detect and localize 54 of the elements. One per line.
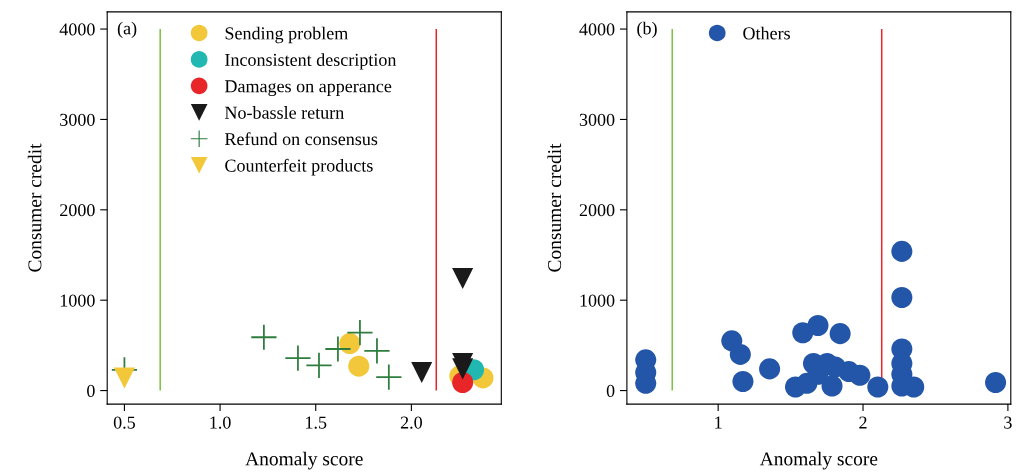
point: [829, 323, 851, 345]
y-tick-label: 1000: [60, 294, 95, 307]
y-tick-label: 0: [606, 384, 615, 398]
y-axis-title: Consumer credit: [27, 143, 42, 272]
point: [732, 371, 754, 393]
x-tick-label: 2.0: [400, 416, 422, 429]
x-axis-title: Anomaly score: [759, 451, 878, 470]
y-tick-label: 0: [87, 384, 95, 398]
legend-label: Counterfeit products: [225, 158, 373, 176]
y-tick-label: 4000: [579, 23, 615, 36]
annotation: (a): [117, 21, 137, 39]
point: [867, 376, 889, 398]
annotation: (b): [637, 21, 657, 39]
point: [376, 364, 402, 390]
x-tick-label: 1: [715, 416, 722, 429]
legend-label: No-bassle return: [224, 106, 344, 119]
point: [364, 338, 390, 364]
point: [759, 358, 781, 380]
legend-label: Sending problem: [225, 26, 349, 44]
x-tick-label: 0.5: [113, 416, 135, 429]
x-tick-label: 3: [1004, 416, 1012, 429]
point: [348, 355, 370, 377]
point: [113, 367, 135, 389]
legend-label: Refund on consensus: [224, 132, 378, 146]
legend-label: Inconsistent description: [225, 53, 397, 70]
point: [985, 371, 1007, 393]
point: [306, 352, 332, 378]
legend-label: Others: [743, 26, 790, 40]
point: [729, 343, 751, 365]
point: [807, 314, 829, 337]
point: [849, 364, 871, 386]
point: [452, 358, 474, 380]
x-axis-title: Anomaly score: [245, 451, 363, 470]
y-tick-label: 2000: [60, 204, 95, 217]
y-axis-title: Consumer credit: [547, 143, 562, 272]
y-tick-label: 1000: [580, 294, 615, 307]
y-tick-label: 4000: [59, 23, 95, 36]
x-tick-label: 1.0: [210, 416, 231, 429]
point: [251, 324, 277, 350]
point: [821, 375, 843, 397]
y-tick-label: 3000: [579, 113, 615, 126]
x-tick-label: 2: [859, 416, 867, 429]
y-tick-label: 3000: [60, 113, 95, 126]
point: [411, 361, 433, 384]
point: [891, 240, 913, 262]
point: [452, 267, 474, 290]
x-tick-label: 1.5: [306, 416, 327, 429]
point: [347, 320, 373, 346]
point: [891, 286, 913, 309]
point: [452, 371, 474, 393]
point: [325, 336, 351, 362]
point: [285, 345, 311, 371]
y-tick-label: 2000: [579, 204, 615, 217]
legend-label: Damages on apperance: [224, 80, 392, 97]
